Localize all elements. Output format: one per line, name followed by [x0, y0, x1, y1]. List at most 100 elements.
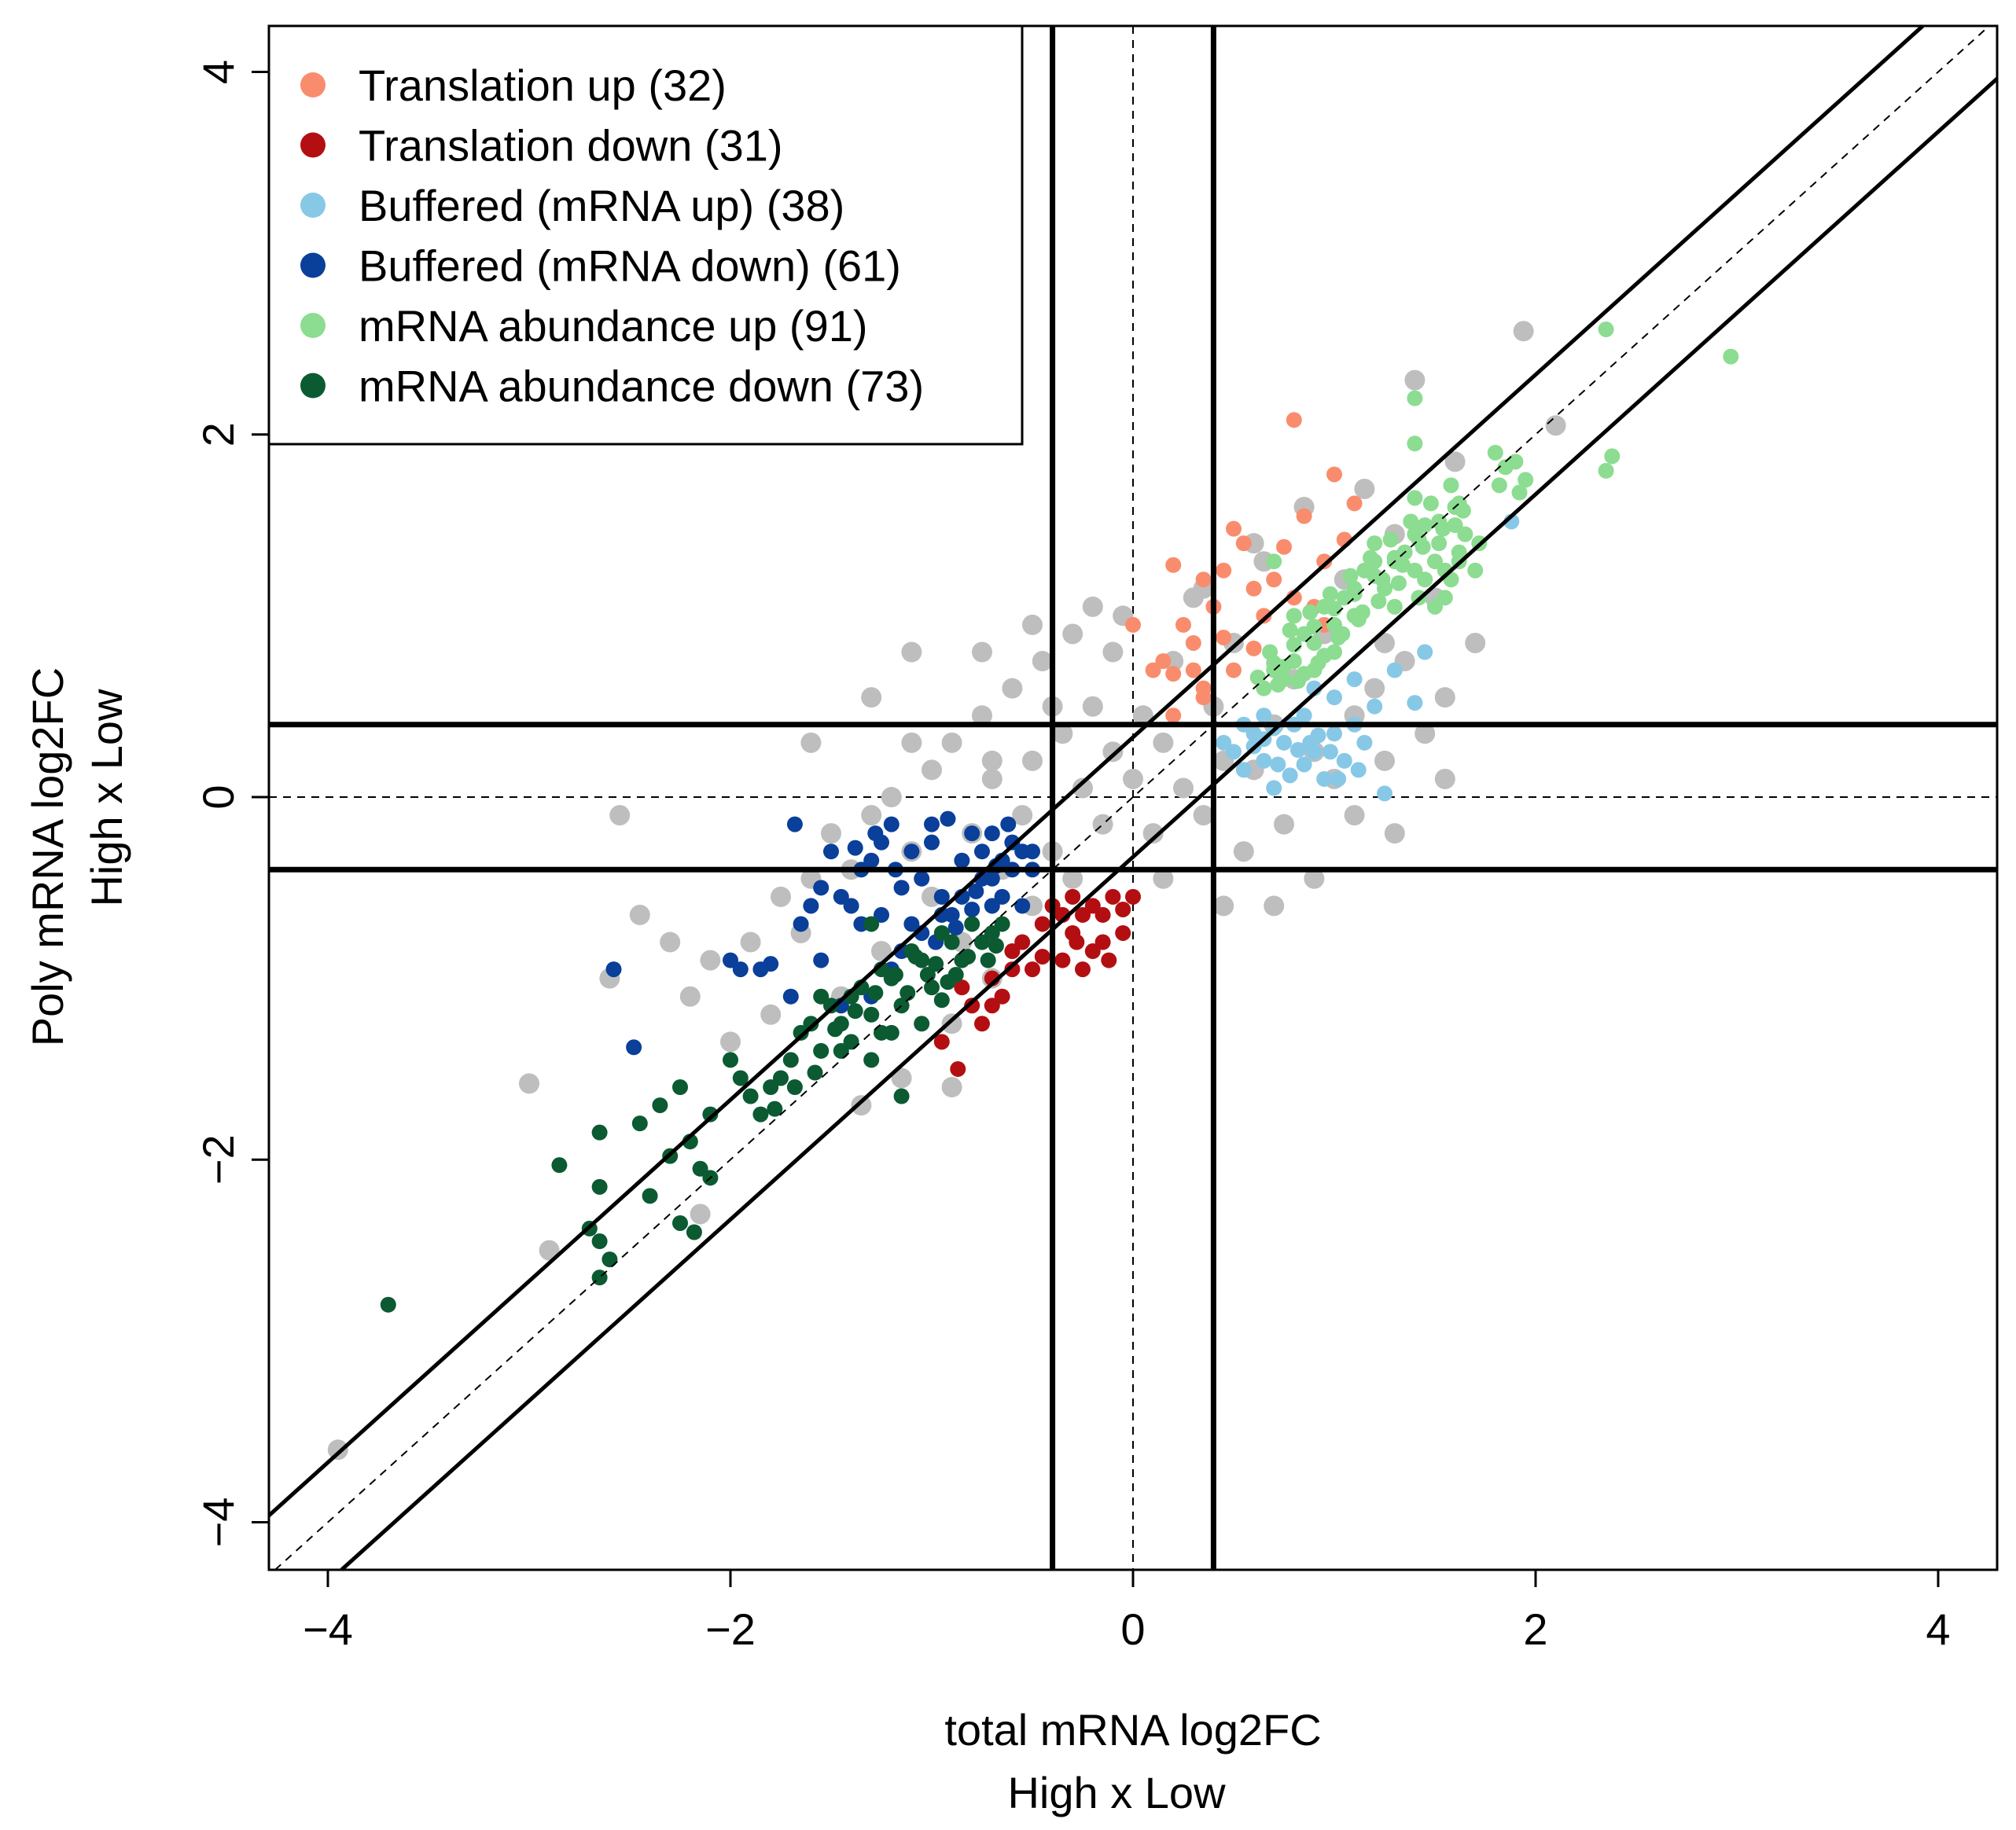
diagonal-threshold-line [340, 77, 1999, 1571]
highlight-point [767, 1101, 783, 1117]
highlight-point [1094, 934, 1111, 950]
highlight-point [591, 1124, 608, 1141]
highlight-point [1427, 598, 1443, 615]
highlight-point [1014, 898, 1031, 914]
background-point [1173, 777, 1194, 799]
background-point [891, 1068, 912, 1089]
background-point [760, 1004, 782, 1025]
highlight-point [984, 998, 1000, 1014]
background-point [700, 950, 721, 971]
highlight-point [914, 1016, 930, 1032]
highlight-point [1296, 756, 1312, 773]
highlight-point [1245, 640, 1262, 656]
highlight-point [786, 816, 803, 832]
y-tick-label: 4 [193, 60, 243, 84]
x-tick-label: 4 [1926, 1604, 1950, 1654]
highlight-point [1356, 734, 1373, 751]
highlight-point [1386, 662, 1403, 678]
highlight-point [1511, 484, 1528, 501]
highlight-point [1034, 916, 1050, 932]
background-point [1364, 678, 1385, 699]
background-point [981, 768, 1002, 789]
highlight-point [380, 1296, 396, 1313]
highlight-point [1330, 770, 1347, 787]
background-point [1344, 805, 1365, 826]
highlight-point [1306, 634, 1323, 651]
highlight-point [1075, 906, 1091, 923]
highlight-point [742, 1088, 759, 1104]
legend-swatch [300, 132, 326, 158]
highlight-point [1282, 622, 1298, 638]
y-tick-label: −2 [193, 1134, 243, 1185]
highlight-point [1155, 653, 1172, 670]
highlight-point [899, 985, 916, 1001]
highlight-point [1310, 655, 1326, 671]
highlight-point [1266, 571, 1282, 588]
highlight-point [773, 1070, 789, 1086]
highlight-point [1014, 934, 1031, 950]
highlight-point [1216, 562, 1232, 579]
background-point [1062, 868, 1083, 889]
y-axis-title-line1: Poly mRNA log2FC [23, 667, 72, 1046]
highlight-point [1322, 586, 1338, 602]
background-point [901, 641, 922, 663]
highlight-point [1386, 549, 1403, 566]
legend-label: Translation down (31) [359, 121, 783, 171]
highlight-point [672, 1079, 688, 1095]
highlight-point [813, 952, 830, 968]
highlight-point [1417, 571, 1433, 588]
highlight-point [1014, 843, 1031, 860]
highlight-point [1101, 952, 1117, 968]
background-point [1032, 651, 1053, 672]
highlight-point [1004, 943, 1021, 960]
y-tick-label: −4 [193, 1497, 243, 1548]
highlight-point [874, 906, 889, 923]
highlight-point [1367, 535, 1383, 552]
highlight-point [1342, 568, 1359, 584]
background-point [1052, 723, 1073, 744]
highlight-point [1367, 698, 1383, 715]
background-point [519, 1073, 539, 1094]
highlight-point [1286, 608, 1302, 624]
y-axis: −4 −2 0 2 4 [193, 60, 269, 1548]
highlight-point [1185, 662, 1201, 678]
highlight-point [833, 1042, 849, 1059]
background-point [1213, 895, 1234, 917]
highlight-point [1407, 490, 1423, 506]
highlight-point [843, 898, 859, 914]
highlight-point [1286, 412, 1302, 428]
highlight-point [940, 810, 956, 827]
highlight-point [1185, 634, 1201, 651]
diagonal-threshold-line [267, 24, 1925, 1517]
background-point [941, 732, 962, 753]
highlight-point [907, 948, 924, 965]
highlight-point [1382, 531, 1399, 548]
highlight-point [823, 843, 839, 860]
background-point [922, 759, 942, 781]
highlight-point [631, 1115, 648, 1132]
background-point [690, 1203, 711, 1225]
highlight-point [1289, 742, 1306, 759]
highlight-point [903, 916, 920, 932]
highlight-point [1226, 520, 1242, 537]
highlight-point [723, 952, 738, 968]
highlight-point [954, 852, 970, 869]
highlight-point [1270, 756, 1286, 773]
background-point [861, 805, 882, 826]
highlight-point [1467, 562, 1484, 579]
highlight-point [823, 998, 839, 1014]
diagonal-lines [267, 24, 1999, 1571]
background-point [1374, 750, 1395, 771]
highlight-point [947, 920, 964, 936]
highlight-point [1054, 952, 1071, 968]
highlight-point [686, 1224, 702, 1240]
highlight-point [652, 1097, 668, 1114]
highlight-point [1407, 390, 1423, 406]
highlight-point [1115, 924, 1131, 941]
highlight-point [1427, 553, 1443, 570]
background-point [771, 886, 791, 907]
background-point [1012, 805, 1033, 826]
highlight-point [1377, 785, 1392, 802]
highlight-point [1276, 734, 1292, 751]
